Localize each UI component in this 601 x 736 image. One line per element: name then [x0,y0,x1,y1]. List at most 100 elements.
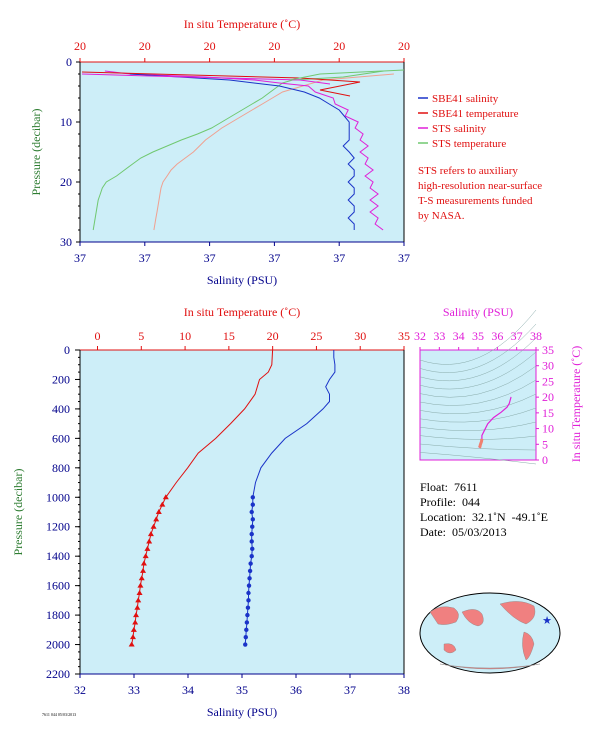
main-pressure-tick-label: 800 [52,461,70,475]
top-surface-spike-sts-temperature [289,69,405,81]
main-temp-marker [128,641,135,647]
footer-stamp: 7611 044 05/03/2013 [42,712,76,717]
sts-note-line: by NASA. [418,210,465,222]
top-series-sbe41-temperature [153,73,394,231]
main-temp-tick-label: 0 [95,329,101,343]
top-pressure-tick-label: 0 [66,55,72,69]
map-ocean [419,592,561,674]
main-sal-tick-label: 34 [182,683,194,697]
ts-sal-tick-label: 38 [530,329,542,343]
main-temp-marker [140,567,147,573]
main-temp-marker [146,538,153,544]
main-pressure-tick-label: 600 [52,431,70,445]
main-sal-marker [247,568,253,574]
ts-density-contour [419,379,537,406]
ts-density-contour [419,393,537,414]
main-sal-marker [245,605,251,610]
main-sal-tick-label: 38 [398,683,410,697]
top-sal-tick-label: 37 [333,251,345,265]
main-temp-marker [130,626,137,632]
top-plot-area [80,62,404,242]
main-temp-marker [159,501,166,507]
main-temp-marker [136,590,143,595]
top-pressure-tick-labels: 0 10 20 30 [60,55,80,249]
main-sal-marker [244,620,250,625]
top-temp-tick-label: 20 [268,39,280,53]
top-pressure-tick-label: 20 [60,175,72,189]
ts-density-contour [419,351,537,390]
main-sal-tick-labels: 32 33 34 35 36 37 38 [74,674,410,697]
ts-density-contour [419,443,537,451]
main-temp-marker [137,582,144,588]
main-pressure-tick-label: 1200 [46,520,70,534]
ts-sal-tick-labels: 32 33 34 35 36 37 38 [414,329,542,350]
top-series-sbe41-salinity [129,73,355,230]
ts-temp-tick-label: 15 [542,406,554,420]
top-temp-tick-label: 20 [204,39,216,53]
top-pressure-tick-label: 30 [60,235,72,249]
main-pressure-tick-label: 1400 [46,549,70,563]
world-map: ★ [419,592,561,674]
main-temp-marker [134,604,141,610]
main-temp-axis-title: In situ Temperature (˚C) [184,305,301,319]
main-sal-marker [250,546,255,552]
top-series-group [81,69,405,231]
ts-density-contour [419,309,537,365]
top-surface-spike-salinity [81,73,331,85]
top-sal-tick-label: 37 [74,251,86,265]
main-sal-tick-label: 33 [128,683,140,697]
ts-temp-axis-title: In situ Temperature (˚C) [569,346,583,463]
main-temp-tick-label: 5 [138,329,144,343]
main-temp-marker [142,553,149,559]
ts-density-contour [419,452,537,465]
float-location-star-icon: ★ [542,615,552,627]
date: Date: 05/03/2013 [420,525,507,539]
ts-density-contours [419,309,537,465]
main-pressure-axis-title: Pressure (decibar) [11,469,25,556]
ts-temp-tick-label: 30 [542,359,554,373]
top-panel: In situ Temperature (˚C) 20 20 20 20 20 20 37… [29,17,410,287]
ts-series-group [478,396,512,449]
main-sal-marker [243,642,248,647]
legend-label: SBE41 temperature [432,108,519,120]
top-sal-tick-label: 37 [398,251,410,265]
top-sal-tick-label: 37 [139,251,151,265]
main-temp-tick-label: 35 [398,329,410,343]
main-pressure-tick-label: 1600 [46,579,70,593]
top-sal-tick-labels: 37 37 37 37 37 37 [74,242,410,265]
legend-label: STS temperature [432,138,506,150]
main-temp-marker [138,575,145,581]
top-sal-axis-title: Salinity (PSU) [207,273,277,287]
main-sal-marker [244,627,249,633]
main-temp-tick-label: 15 [223,329,235,343]
main-sal-marker [250,517,255,522]
ts-density-contour [419,407,537,423]
main-temp-tick-label: 20 [267,329,279,343]
top-series-sts-salinity [104,70,384,231]
top-temp-tick-labels: 20 20 20 20 20 20 [74,39,410,62]
main-pressure-tick-label: 0 [64,343,70,357]
sts-note-line: high-resolution near-surface [418,180,542,192]
main-sal-marker [249,531,254,537]
ts-temp-tick-label: 35 [542,343,554,357]
main-panel: In situ Temperature (˚C) 0 5 10 15 20 25 30 35 … [11,305,410,719]
main-sal-marker [245,612,250,618]
top-sal-tick-label: 37 [268,251,280,265]
legend-label: STS salinity [432,123,487,135]
ts-sal-tick-label: 35 [472,329,484,343]
top-temp-tick-label: 20 [398,39,410,53]
sts-note-line: T-S measurements funded [418,195,533,207]
main-temp-marker [140,560,147,566]
main-temp-marker [135,597,142,603]
main-temp-marker [153,516,160,522]
main-sal-marker [249,509,254,515]
top-sal-tick-label: 37 [204,251,216,265]
map-land-antarctica [439,663,541,670]
main-pressure-tick-label: 200 [52,372,70,386]
map-land-australia [443,643,457,654]
main-temp-tick-labels: 0 5 10 15 20 25 30 35 [95,329,410,350]
main-pressure-tick-label: 1000 [46,490,70,504]
main-sal-tick-label: 32 [74,683,86,697]
sts-note: STS refers to auxiliary high-resolution n… [418,165,542,222]
